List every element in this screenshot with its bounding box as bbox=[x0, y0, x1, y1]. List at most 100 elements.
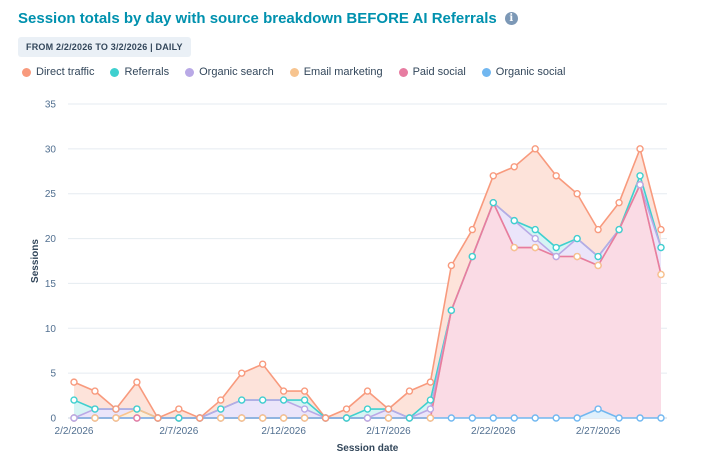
x-tick-label: 2/17/2026 bbox=[366, 426, 411, 437]
point-direct-traffic[interactable] bbox=[615, 198, 623, 207]
legend-item-referrals[interactable]: Referrals bbox=[110, 66, 169, 78]
point-email-marketing[interactable] bbox=[594, 261, 602, 270]
point-organic-social[interactable] bbox=[531, 414, 539, 422]
point-direct-traffic[interactable] bbox=[468, 225, 477, 234]
legend-item-email-marketing[interactable]: Email marketing bbox=[289, 66, 383, 78]
info-icon[interactable]: i bbox=[504, 12, 518, 25]
point-organic-social[interactable] bbox=[594, 405, 602, 413]
legend-item-direct-traffic[interactable]: Direct traffic bbox=[22, 66, 94, 78]
point-referrals[interactable] bbox=[573, 234, 581, 243]
point-direct-traffic[interactable] bbox=[657, 225, 665, 234]
point-organic-social[interactable] bbox=[552, 414, 560, 422]
point-direct-traffic[interactable] bbox=[594, 225, 602, 234]
point-referrals[interactable] bbox=[636, 172, 644, 180]
point-direct-traffic[interactable] bbox=[426, 378, 435, 386]
legend-label: Referrals bbox=[124, 66, 170, 78]
point-referrals[interactable] bbox=[489, 198, 497, 207]
point-referrals[interactable] bbox=[133, 405, 141, 413]
point-organic-search[interactable] bbox=[531, 234, 539, 243]
point-referrals[interactable] bbox=[175, 414, 183, 422]
point-direct-traffic[interactable] bbox=[489, 172, 497, 180]
point-direct-traffic[interactable] bbox=[300, 387, 309, 395]
point-organic-social[interactable] bbox=[636, 414, 644, 422]
point-direct-traffic[interactable] bbox=[258, 360, 267, 368]
point-direct-traffic[interactable] bbox=[154, 414, 162, 422]
point-referrals[interactable] bbox=[258, 396, 267, 404]
point-referrals[interactable] bbox=[468, 252, 477, 261]
y-tick-label: 30 bbox=[45, 144, 57, 155]
x-axis-label: Session date bbox=[337, 443, 399, 454]
point-direct-traffic[interactable] bbox=[217, 396, 225, 404]
point-referrals[interactable] bbox=[238, 396, 246, 404]
point-direct-traffic[interactable] bbox=[573, 190, 581, 198]
point-direct-traffic[interactable] bbox=[384, 405, 393, 413]
point-email-marketing[interactable] bbox=[279, 414, 288, 422]
point-email-marketing[interactable] bbox=[531, 243, 539, 252]
point-direct-traffic[interactable] bbox=[363, 387, 372, 395]
point-referrals[interactable] bbox=[594, 252, 602, 261]
point-direct-traffic[interactable] bbox=[321, 414, 330, 422]
point-direct-traffic[interactable] bbox=[405, 387, 414, 395]
point-organic-search[interactable] bbox=[552, 252, 560, 261]
point-direct-traffic[interactable] bbox=[279, 387, 288, 395]
point-referrals[interactable] bbox=[300, 396, 309, 404]
point-organic-social[interactable] bbox=[447, 414, 456, 422]
point-direct-traffic[interactable] bbox=[91, 387, 99, 395]
legend-item-organic-social[interactable]: Organic social bbox=[481, 66, 565, 78]
point-organic-social[interactable] bbox=[468, 414, 477, 422]
point-organic-search[interactable] bbox=[426, 405, 435, 413]
point-email-marketing[interactable] bbox=[510, 243, 518, 252]
point-referrals[interactable] bbox=[217, 405, 225, 413]
point-direct-traffic[interactable] bbox=[196, 414, 204, 422]
point-referrals[interactable] bbox=[91, 405, 99, 413]
point-referrals[interactable] bbox=[279, 396, 288, 404]
point-referrals[interactable] bbox=[405, 414, 414, 422]
legend-item-paid-social[interactable]: Paid social bbox=[398, 66, 466, 78]
point-referrals[interactable] bbox=[657, 243, 665, 252]
point-organic-social[interactable] bbox=[489, 414, 497, 422]
point-email-marketing[interactable] bbox=[300, 414, 309, 422]
point-direct-traffic[interactable] bbox=[238, 369, 246, 377]
point-direct-traffic[interactable] bbox=[447, 261, 456, 270]
point-email-marketing[interactable] bbox=[258, 414, 267, 422]
point-referrals[interactable] bbox=[70, 396, 78, 404]
point-organic-search[interactable] bbox=[70, 414, 78, 422]
point-direct-traffic[interactable] bbox=[531, 145, 539, 153]
point-organic-social[interactable] bbox=[657, 414, 665, 422]
point-email-marketing[interactable] bbox=[238, 414, 246, 422]
point-referrals[interactable] bbox=[531, 225, 539, 234]
point-organic-social[interactable] bbox=[615, 414, 623, 422]
point-email-marketing[interactable] bbox=[384, 414, 393, 422]
point-email-marketing[interactable] bbox=[217, 414, 225, 422]
point-email-marketing[interactable] bbox=[112, 414, 120, 422]
point-email-marketing[interactable] bbox=[91, 414, 99, 422]
point-organic-search[interactable] bbox=[363, 414, 372, 422]
legend-label: Organic search bbox=[199, 66, 274, 78]
point-referrals[interactable] bbox=[447, 306, 456, 315]
point-referrals[interactable] bbox=[510, 216, 518, 225]
point-paid-social[interactable] bbox=[133, 414, 141, 422]
point-direct-traffic[interactable] bbox=[112, 405, 120, 413]
point-referrals[interactable] bbox=[615, 225, 623, 234]
point-direct-traffic[interactable] bbox=[636, 145, 644, 153]
point-email-marketing[interactable] bbox=[426, 414, 435, 422]
x-tick-label: 2/27/2026 bbox=[576, 426, 621, 437]
point-referrals[interactable] bbox=[426, 396, 435, 404]
point-direct-traffic[interactable] bbox=[552, 172, 560, 180]
point-referrals[interactable] bbox=[552, 243, 560, 252]
point-direct-traffic[interactable] bbox=[70, 378, 78, 386]
point-organic-search[interactable] bbox=[636, 181, 644, 189]
point-direct-traffic[interactable] bbox=[175, 405, 183, 413]
legend-item-organic-search[interactable]: Organic search bbox=[185, 66, 274, 78]
point-email-marketing[interactable] bbox=[657, 270, 665, 279]
x-tick-label: 2/12/2026 bbox=[261, 426, 306, 437]
point-referrals[interactable] bbox=[363, 405, 372, 413]
point-direct-traffic[interactable] bbox=[510, 163, 518, 171]
point-referrals[interactable] bbox=[342, 414, 351, 422]
point-organic-social[interactable] bbox=[510, 414, 518, 422]
point-organic-search[interactable] bbox=[300, 405, 309, 413]
point-direct-traffic[interactable] bbox=[342, 405, 351, 413]
point-email-marketing[interactable] bbox=[573, 252, 581, 261]
point-direct-traffic[interactable] bbox=[133, 378, 141, 386]
point-organic-social[interactable] bbox=[573, 414, 581, 422]
